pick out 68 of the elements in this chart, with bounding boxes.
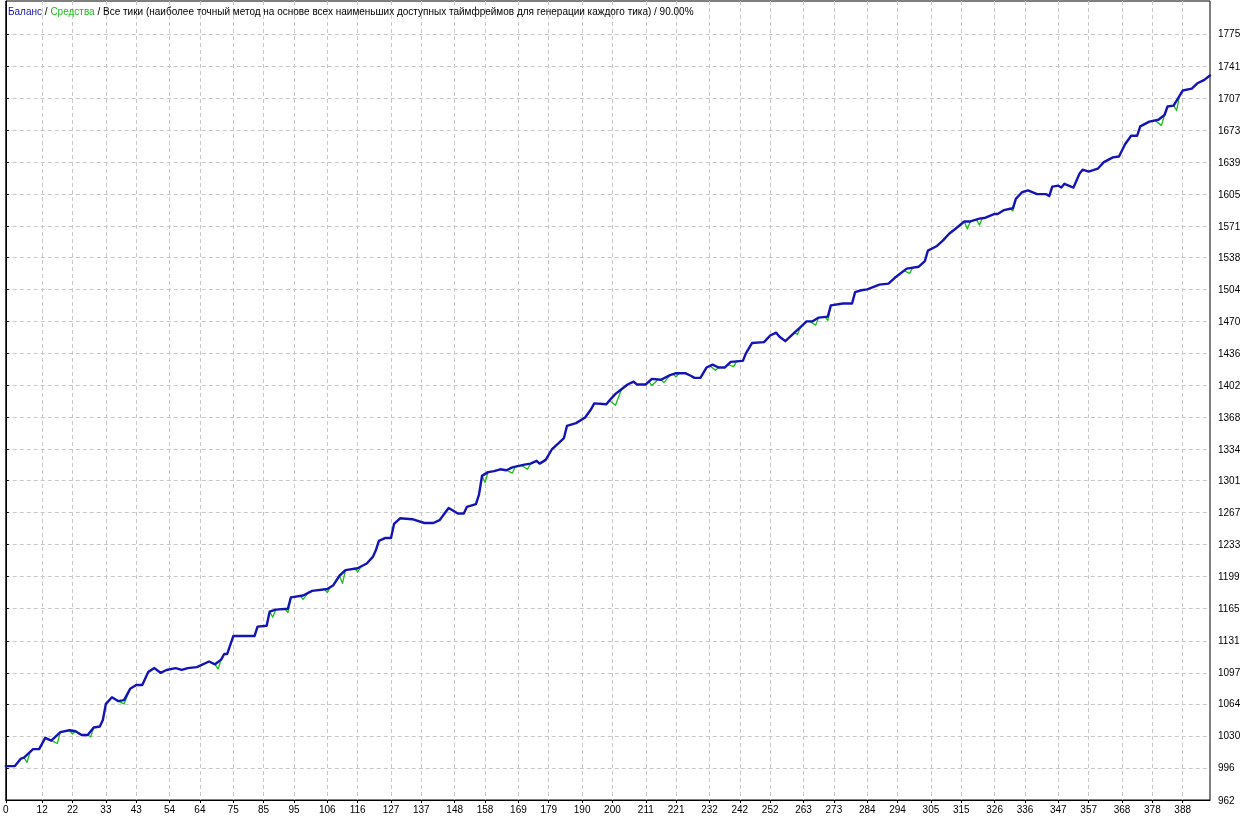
y-tick-label: 1639 bbox=[1218, 156, 1241, 168]
x-tick-label: 284 bbox=[858, 803, 877, 815]
x-tick-label: 75 bbox=[227, 803, 240, 815]
x-tick-label: 242 bbox=[731, 803, 749, 815]
text: Средства bbox=[50, 5, 96, 17]
x-tick-label: 315 bbox=[952, 803, 971, 815]
y-tick-label: 1131 bbox=[1218, 635, 1240, 647]
x-tick-label: 43 bbox=[130, 803, 143, 815]
x-tick-label: 12 bbox=[36, 803, 49, 815]
y-tick-label: 1334 bbox=[1218, 444, 1241, 455]
y-tick-label: 1199 bbox=[1218, 571, 1240, 583]
x-tick-label: 148 bbox=[446, 803, 464, 815]
y-tick-label: 1605 bbox=[1218, 188, 1241, 200]
x-tick-label: 54 bbox=[164, 803, 176, 815]
x-tick-label: 347 bbox=[1049, 803, 1068, 815]
y-tick-label: 1402 bbox=[1218, 379, 1241, 391]
x-tick-label: 33 bbox=[100, 803, 112, 815]
x-tick-label: 106 bbox=[318, 803, 337, 815]
y-tick-label: 1673 bbox=[1218, 124, 1241, 136]
y-tick-label: 1707 bbox=[1218, 92, 1241, 104]
y-tick-label: 1267 bbox=[1218, 507, 1241, 519]
y-tick-label: 1504 bbox=[1218, 283, 1241, 295]
x-tick-label: 263 bbox=[795, 803, 813, 815]
y-tick-label: 1775 bbox=[1218, 28, 1241, 40]
y-tick-label: 1571 bbox=[1218, 220, 1241, 232]
x-tick-label: 305 bbox=[922, 803, 940, 815]
chart-title: Все тики (наиболее точный метод на основе всех наименьших доступных таймфреймов для генерации каждого тика) / 90.00% bbox=[103, 5, 694, 17]
y-tick-label: 1097 bbox=[1218, 667, 1241, 679]
y-tick-label: 1436 bbox=[1218, 347, 1241, 359]
x-tick-label: 169 bbox=[510, 803, 528, 815]
x-tick-label: 294 bbox=[889, 803, 907, 815]
x-tick-label: 190 bbox=[573, 803, 591, 815]
x-tick-label: 0 bbox=[3, 803, 9, 815]
y-tick-label: 1064 bbox=[1218, 698, 1241, 710]
x-tick-label: 85 bbox=[258, 803, 270, 815]
x-tick-label: 221 bbox=[667, 803, 685, 815]
annotation: / bbox=[94, 5, 104, 17]
x-tick-label: 388 bbox=[1174, 803, 1192, 815]
x-tick-label: 273 bbox=[825, 803, 843, 815]
y-tick-label: 1741 bbox=[1218, 60, 1241, 72]
y-tick-label: 1301 bbox=[1218, 475, 1241, 487]
annotation: / bbox=[42, 5, 51, 17]
y-tick-label: 1030 bbox=[1218, 730, 1241, 742]
x-tick-label: 127 bbox=[382, 803, 400, 815]
x-tick-label: 232 bbox=[701, 803, 719, 815]
y-tick-label: 1165 bbox=[1218, 603, 1240, 615]
x-tick-label: 200 bbox=[604, 803, 622, 815]
x-tick-label: 326 bbox=[986, 803, 1004, 815]
x-tick-label: 211 bbox=[637, 803, 655, 815]
y-tick-label: 1233 bbox=[1218, 539, 1241, 551]
x-tick-label: 179 bbox=[540, 803, 558, 815]
y-tick-label: 996 bbox=[1218, 762, 1236, 774]
x-tick-label: 357 bbox=[1080, 803, 1098, 815]
y-tick-label: 1368 bbox=[1218, 411, 1241, 423]
y-tick-label: 1538 bbox=[1218, 251, 1241, 263]
x-tick-label: 252 bbox=[761, 803, 779, 815]
text: Баланс bbox=[8, 5, 43, 17]
x-tick-label: 95 bbox=[288, 803, 300, 815]
y-tick-label: 1470 bbox=[1218, 315, 1241, 327]
x-tick-label: 378 bbox=[1144, 803, 1162, 815]
x-tick-label: 158 bbox=[476, 803, 494, 815]
x-tick-label: 368 bbox=[1113, 803, 1131, 815]
x-tick-label: 137 bbox=[413, 803, 431, 815]
x-tick-label: 336 bbox=[1016, 803, 1034, 815]
x-tick-label: 64 bbox=[194, 803, 206, 815]
y-tick-label: 962 bbox=[1218, 794, 1236, 806]
x-tick-label: 22 bbox=[66, 803, 79, 815]
x-tick-label: 116 bbox=[349, 803, 367, 815]
